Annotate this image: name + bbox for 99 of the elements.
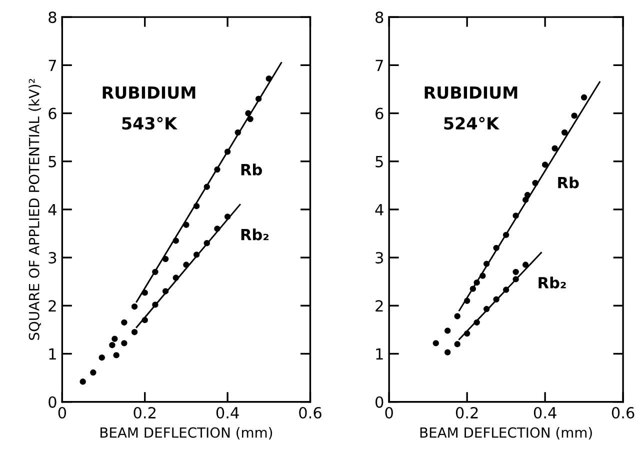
point <box>142 290 148 296</box>
point <box>483 306 490 312</box>
point <box>432 340 439 346</box>
point <box>142 316 148 324</box>
point <box>98 354 105 361</box>
point <box>464 330 470 337</box>
annotation: 524°K <box>444 116 500 130</box>
point <box>464 298 470 304</box>
point <box>152 268 158 276</box>
point <box>131 329 138 336</box>
series-label: Rb₂ <box>241 228 268 240</box>
point <box>493 244 500 252</box>
point <box>80 378 86 385</box>
x-tick-label: 0 <box>58 406 66 419</box>
point <box>112 336 118 342</box>
point <box>532 180 538 186</box>
point <box>474 279 480 286</box>
point <box>131 304 138 310</box>
point <box>204 184 210 190</box>
point <box>561 129 568 136</box>
point <box>152 302 158 308</box>
x-tick-label: 0.4 <box>534 406 556 419</box>
point <box>454 313 460 320</box>
series-label: Rb <box>558 176 579 188</box>
point <box>571 112 578 119</box>
y-tick-label: 7 <box>376 60 383 71</box>
point <box>224 214 231 220</box>
point <box>121 340 128 346</box>
point <box>552 145 558 152</box>
point <box>183 222 190 228</box>
point <box>204 240 210 246</box>
y-tick-label: 6 <box>48 108 56 120</box>
y-tick-label: 2 <box>48 300 56 312</box>
point <box>214 166 220 173</box>
point <box>474 319 480 326</box>
point <box>444 349 451 356</box>
x-tick-label: 0 <box>385 406 393 419</box>
y-tick-label: 3 <box>376 252 383 264</box>
y-axis-title: SQUARE OF APPLIED POTENTIAL (kV)² <box>28 78 41 340</box>
point <box>512 276 519 282</box>
y-tick-label: 0 <box>48 396 56 408</box>
y-tick-label: 3 <box>48 252 56 264</box>
point <box>172 274 179 281</box>
point <box>470 286 476 292</box>
series-label: Rb₂ <box>538 276 566 288</box>
point <box>524 192 531 198</box>
point <box>444 328 451 334</box>
point <box>512 268 519 276</box>
point <box>90 369 96 376</box>
x-tick-label: 0.4 <box>216 406 239 419</box>
point <box>512 212 519 219</box>
point <box>162 256 169 262</box>
y-tick-label: 6 <box>376 108 384 120</box>
y-tick-label: 5 <box>48 156 56 168</box>
point <box>580 94 588 100</box>
y-tick-label: 8 <box>376 12 384 24</box>
point <box>113 352 120 358</box>
point <box>483 260 490 267</box>
point <box>234 129 241 136</box>
y-tick-label: 1 <box>49 348 56 360</box>
point <box>193 252 200 258</box>
x-axis-title: BEAM DEFLECTION (mm) <box>420 427 592 440</box>
point <box>162 288 169 294</box>
point <box>266 76 272 82</box>
point <box>247 116 254 122</box>
x-axis-title: BEAM DEFLECTION (mm) <box>100 427 272 440</box>
annotation: 543°K <box>122 116 178 130</box>
y-tick-label: 8 <box>48 12 56 24</box>
point <box>502 286 510 293</box>
point <box>522 262 529 268</box>
x-tick-label: 0.6 <box>612 406 634 419</box>
y-tick-label: 4 <box>375 204 384 216</box>
y-tick-label: 0 <box>376 396 384 408</box>
point <box>121 319 128 326</box>
x-tick-label: 0.2 <box>134 406 156 419</box>
series-label: Rb <box>241 164 262 176</box>
point <box>172 238 179 244</box>
point <box>214 226 220 232</box>
point <box>183 262 190 268</box>
y-tick-label: 5 <box>376 156 383 168</box>
y-tick-label: 4 <box>48 204 56 216</box>
point <box>193 202 200 210</box>
point <box>542 162 548 168</box>
x-tick-label: 0.6 <box>299 406 322 419</box>
point <box>454 341 460 348</box>
annotation: RUBIDIUM <box>102 86 196 99</box>
point <box>109 342 116 348</box>
y-tick-label: 1 <box>376 348 383 360</box>
annotation: RUBIDIUM <box>424 86 518 99</box>
point <box>480 272 486 279</box>
y-tick-label: 2 <box>376 300 383 312</box>
point <box>522 196 529 203</box>
x-tick-label: 0.2 <box>456 406 478 419</box>
point <box>502 232 510 238</box>
point <box>224 148 231 155</box>
point <box>245 110 252 116</box>
point <box>255 96 262 102</box>
point <box>493 296 500 303</box>
y-tick-label: 7 <box>48 60 56 71</box>
